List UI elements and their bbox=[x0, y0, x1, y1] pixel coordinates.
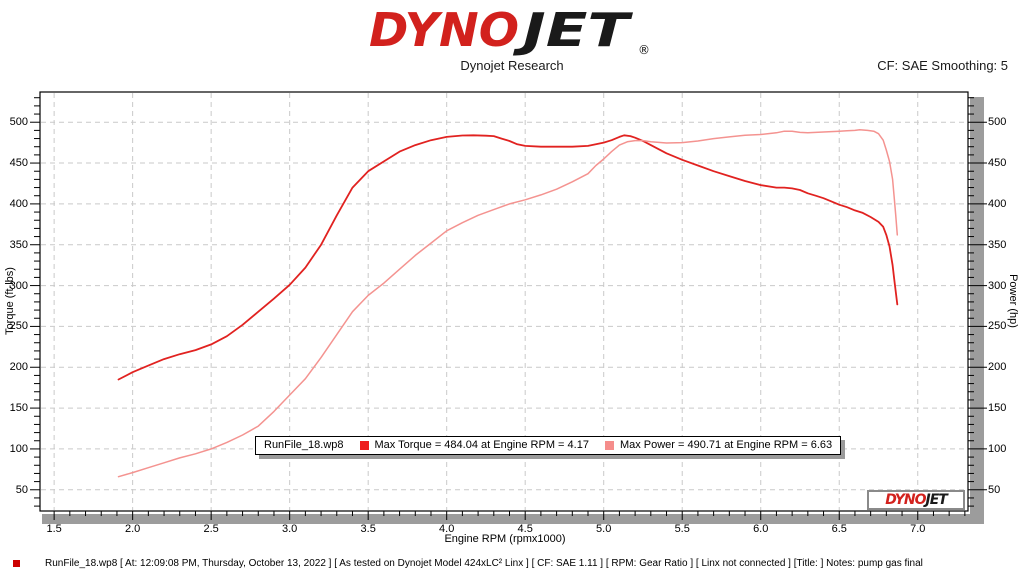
dynojet-logo: DYNOJET ® bbox=[369, 4, 650, 57]
logo-dyno-text: DYNO bbox=[369, 4, 519, 57]
svg-text:DYNOJET: DYNOJET bbox=[369, 4, 634, 57]
status-bar: RunFile_18.wp8 [ At: 12:09:08 PM, Thursd… bbox=[0, 554, 1024, 572]
chart-legend: RunFile_18.wp8 Max Torque = 484.04 at En… bbox=[255, 436, 842, 455]
bottom-scroll-strip bbox=[42, 514, 984, 524]
smoothing-label: CF: SAE Smoothing: 5 bbox=[877, 58, 1008, 73]
rpm-axis-title: Engine RPM (rpmx1000) bbox=[444, 533, 566, 545]
subtitle: Dynojet Research bbox=[460, 58, 564, 73]
torque-curve bbox=[117, 134, 899, 381]
logo-jet-text: JET bbox=[512, 4, 633, 57]
dynojet-watermark: DYNO JET bbox=[867, 490, 965, 510]
torque-legend-swatch-icon bbox=[359, 441, 369, 450]
legend-run-file-label: RunFile_18.wp8 bbox=[264, 439, 344, 451]
registered-trademark-icon: ® bbox=[638, 43, 650, 57]
run-color-bullet-icon bbox=[13, 559, 20, 567]
power-legend-swatch-icon bbox=[604, 441, 614, 450]
run-info-text: RunFile_18.wp8 [ At: 12:09:08 PM, Thursd… bbox=[45, 557, 923, 569]
max-power-label: Max Power = 490.71 at Engine RPM = 6.63 bbox=[619, 439, 833, 451]
torque-axis-title: Torque (ft-lbs) bbox=[4, 267, 16, 335]
watermark-dyno-text: DYNO bbox=[885, 492, 926, 508]
watermark-jet-text: JET bbox=[925, 492, 947, 508]
max-torque-label: Max Torque = 484.04 at Engine RPM = 4.17 bbox=[374, 439, 589, 451]
power-axis-title: Power (hp) bbox=[1007, 274, 1019, 328]
power-curve bbox=[117, 129, 899, 478]
